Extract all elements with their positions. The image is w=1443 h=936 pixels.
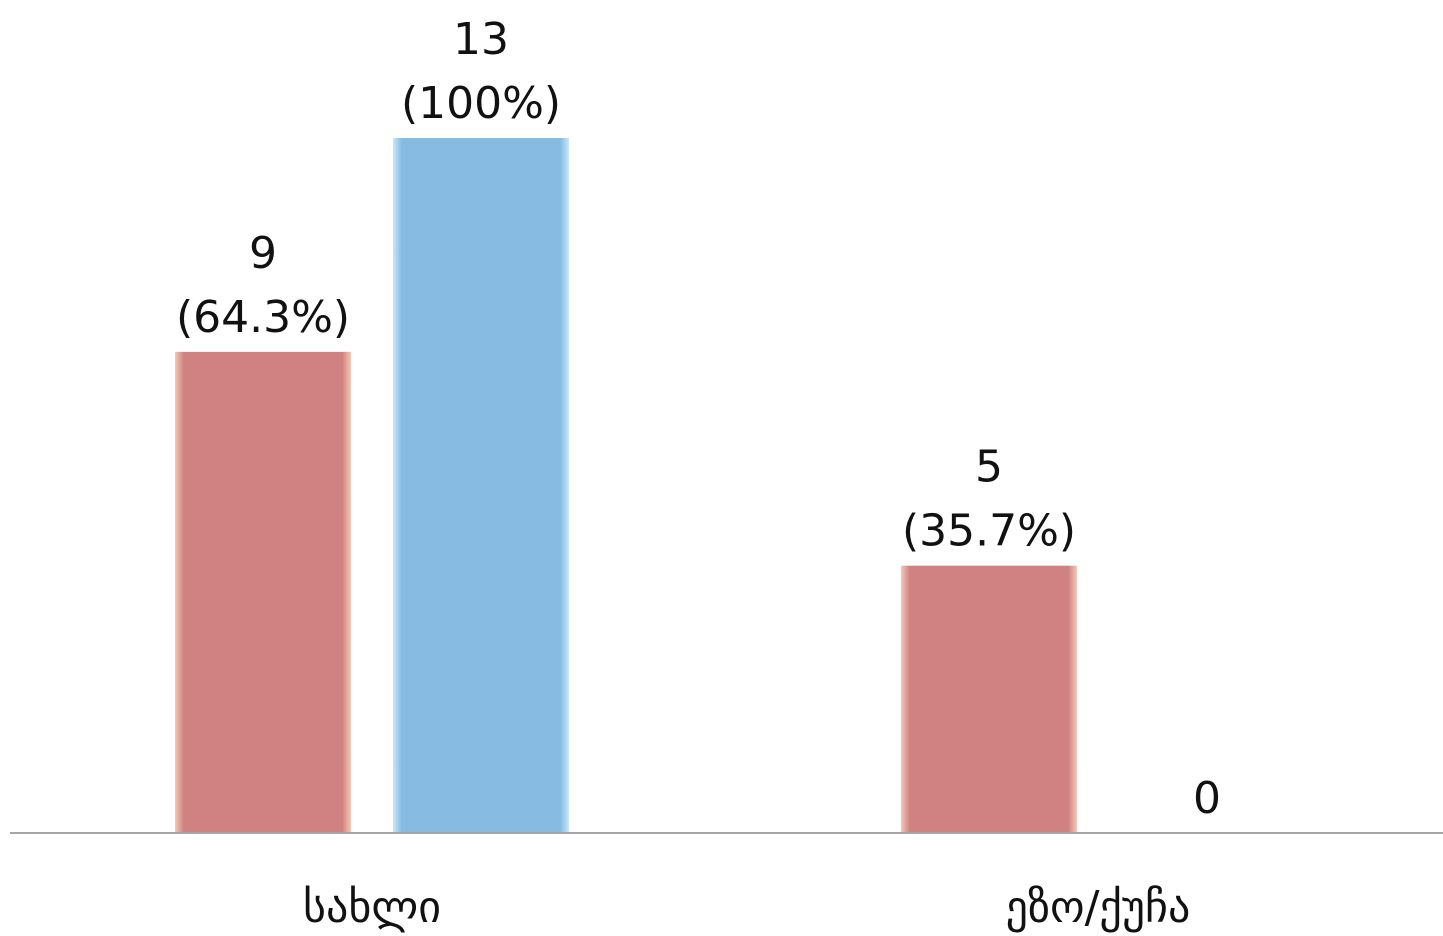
percent-label-s0-c1: (35.7%) [902, 506, 1076, 557]
value-label-s1-c1: 0 [1193, 773, 1221, 824]
value-label-s1-c0: 13 [453, 14, 509, 65]
value-label-s0-c0: 9 [249, 228, 277, 279]
value-label-s0-c1: 5 [975, 442, 1003, 493]
data-labels-group: 9 (64.3%) 13 (100%) 5 (35.7%) 0 [176, 14, 1221, 824]
bars-group [175, 138, 1077, 833]
category-label-0: სახლი [303, 882, 441, 933]
percent-label-s1-c0: (100%) [401, 78, 561, 129]
bar-s1-c0 [393, 138, 569, 833]
category-labels-group: სახლი ეზო/ქუჩა [303, 882, 1190, 933]
bar-s0-c1 [901, 565, 1077, 833]
category-label-1: ეზო/ქუჩა [1006, 882, 1191, 933]
percent-label-s0-c0: (64.3%) [176, 292, 350, 343]
bar-s0-c0 [175, 351, 351, 833]
